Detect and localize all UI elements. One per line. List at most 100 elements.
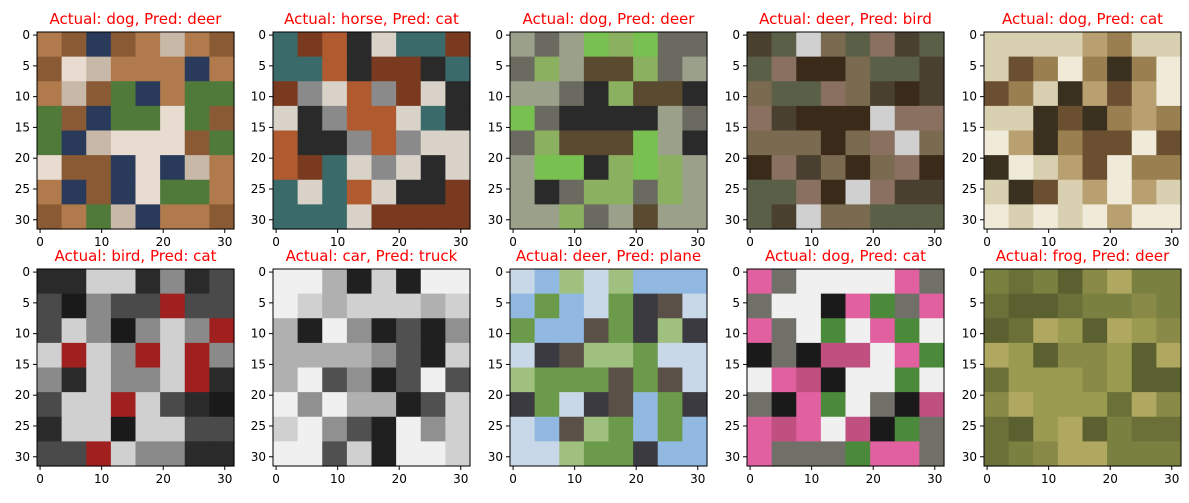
image-block — [984, 441, 1010, 467]
image-block — [184, 416, 210, 442]
image-block — [534, 81, 560, 107]
image-block — [894, 293, 920, 319]
image-block — [273, 342, 299, 369]
image-block — [984, 293, 1010, 319]
image-block — [559, 293, 585, 319]
y-tick-label: 10 — [962, 90, 977, 104]
image-block — [1156, 179, 1182, 205]
image-block — [682, 56, 708, 82]
x-tick-label: 20 — [156, 472, 171, 486]
image-block — [657, 367, 683, 393]
image-block — [273, 441, 299, 467]
image-block — [396, 155, 422, 181]
image-block — [796, 179, 822, 205]
image-block — [184, 318, 210, 344]
image-block — [894, 105, 920, 132]
image-block — [445, 204, 471, 230]
image-block — [420, 441, 446, 467]
image-block — [919, 416, 945, 442]
image-block — [919, 56, 945, 82]
image-block — [135, 416, 161, 442]
image-block — [583, 318, 610, 344]
y-tick-label: 25 — [251, 182, 266, 196]
image-block — [796, 32, 822, 58]
image-block — [771, 56, 797, 82]
image-block — [657, 392, 683, 418]
image-block — [919, 293, 945, 319]
image-block — [61, 130, 87, 156]
panel-9: Actual: dog, Pred: cat 0 10 20 30 0 5 10 15 20 25 3… — [725, 247, 945, 486]
image-block — [894, 367, 920, 393]
image-block — [682, 416, 708, 442]
image-block — [37, 204, 63, 230]
x-tick-label: 0 — [509, 235, 517, 249]
image-block — [346, 293, 373, 319]
y-tick-label: 10 — [725, 327, 740, 341]
x-tick-label: 20 — [392, 235, 407, 249]
image-block — [894, 81, 920, 107]
image-block — [870, 204, 896, 230]
image-block — [771, 130, 797, 156]
image-block — [747, 204, 773, 230]
image-block — [160, 342, 186, 369]
image-block — [420, 293, 446, 319]
y-tick-label: 15 — [488, 357, 503, 371]
image-block — [1107, 81, 1133, 107]
image-block — [86, 204, 112, 230]
y-tick-label: 5 — [732, 296, 740, 310]
image-block — [870, 416, 896, 442]
image-block — [919, 269, 945, 295]
image-block — [771, 155, 797, 181]
image-block — [1131, 392, 1157, 418]
image-block — [184, 204, 210, 230]
image-block — [371, 392, 397, 418]
image-block — [608, 367, 634, 393]
image-block — [420, 318, 446, 344]
image-block — [682, 105, 708, 132]
image-block — [894, 392, 920, 418]
image-block — [894, 56, 920, 82]
image-block — [870, 56, 896, 82]
image-block — [209, 155, 235, 181]
image-block — [420, 416, 446, 442]
image-block — [396, 342, 422, 369]
image-block — [747, 81, 773, 107]
panel-image — [273, 269, 471, 467]
image-block — [1033, 32, 1059, 58]
image-block — [894, 416, 920, 442]
image-block — [820, 367, 847, 393]
image-block — [559, 105, 585, 132]
image-block — [371, 293, 397, 319]
image-block — [796, 56, 822, 82]
image-block — [110, 32, 137, 58]
image-block — [771, 342, 797, 369]
image-block — [1057, 367, 1084, 393]
image-block — [633, 81, 659, 107]
image-block — [1082, 342, 1108, 369]
image-block — [1033, 130, 1059, 156]
x-tick-label: 10 — [94, 235, 109, 249]
image-block — [297, 392, 323, 418]
image-block — [682, 204, 708, 230]
image-block — [559, 32, 585, 58]
image-block — [445, 155, 471, 181]
image-block — [1131, 179, 1157, 205]
image-block — [135, 155, 161, 181]
image-block — [583, 56, 610, 82]
image-block — [110, 269, 137, 295]
image-block — [371, 32, 397, 58]
panel-5: Actual: dog, Pred: cat 0 10 20 30 0 5 10 15 20 25 3… — [962, 10, 1182, 249]
axes-frame — [36, 31, 235, 230]
image-block — [633, 105, 659, 132]
image-block — [984, 105, 1010, 132]
image-block — [445, 269, 471, 295]
image-block — [1008, 416, 1034, 442]
image-block — [445, 441, 471, 467]
image-block — [747, 293, 773, 319]
image-block — [1082, 318, 1108, 344]
image-block — [273, 81, 299, 107]
image-block — [583, 179, 610, 205]
image-block — [110, 367, 137, 393]
image-block — [135, 130, 161, 156]
image-block — [160, 441, 186, 467]
